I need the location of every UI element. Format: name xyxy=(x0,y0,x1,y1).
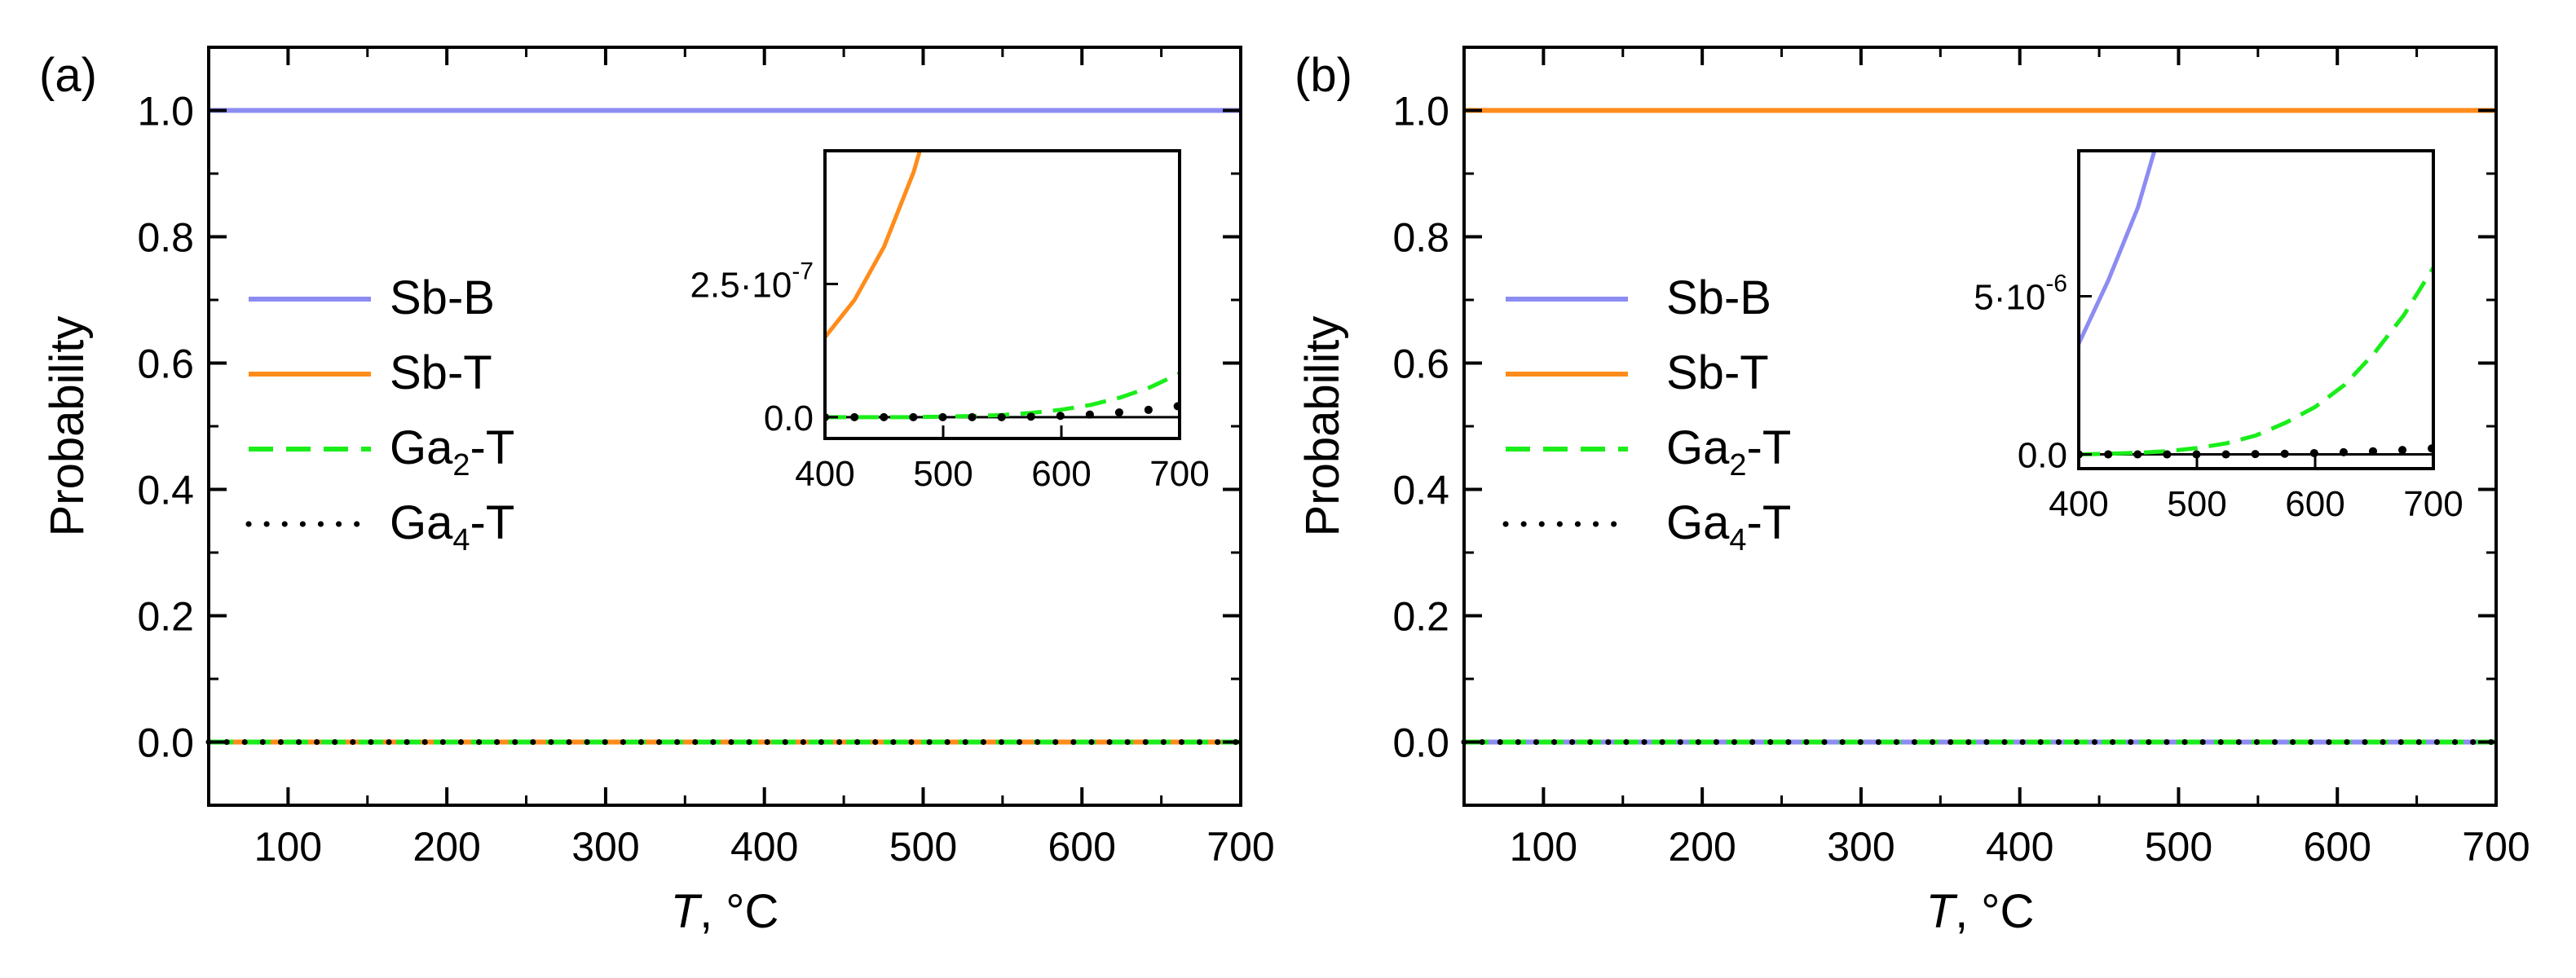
x-tick-label: 200 xyxy=(1668,824,1736,870)
y-tick-label: 0.6 xyxy=(1392,341,1449,387)
inset-y-tick-label: 0.0 xyxy=(764,399,814,438)
inset: 400 500 600 700 0.0 5·10-6 xyxy=(1974,149,2464,524)
panel-label: (b) xyxy=(1295,49,1352,102)
inset-y-tick-label: 5·10-6 xyxy=(1974,271,2067,318)
inset-series-ga2-t xyxy=(2079,267,2433,457)
inset-background xyxy=(2079,151,2433,469)
y-tick-label: 0.2 xyxy=(137,594,194,640)
y-tick-label: 1.0 xyxy=(1392,89,1449,134)
inset: 400 500 600 700 0.0 2.5·10-7 xyxy=(690,149,1210,494)
inset-background xyxy=(825,151,1180,438)
inset-x-tick-label: 600 xyxy=(2285,484,2344,524)
inset-y-tick-label: 0.0 xyxy=(2018,436,2067,476)
inset-x-tick-label: 500 xyxy=(2167,484,2226,524)
legend-label-ga2-t: Ga2-T xyxy=(1666,421,1791,482)
x-axis-title: T, °C xyxy=(1926,885,2035,938)
y-axis-title: Probability xyxy=(1296,316,1349,537)
inset-series-ga4-t xyxy=(2079,444,2433,459)
y-axis-title: Probability xyxy=(41,316,94,537)
legend-label-sb-t: Sb-T xyxy=(390,346,492,399)
inset-series-sb-t xyxy=(825,151,922,339)
y-tick-label: 0.8 xyxy=(1392,215,1449,261)
inset-x-tick-label: 600 xyxy=(1031,454,1091,494)
y-tick-label: 0.6 xyxy=(137,341,194,387)
legend-label-ga4-t: Ga4-T xyxy=(1666,496,1791,557)
x-tick-label: 200 xyxy=(412,824,480,870)
legend-label-sb-b: Sb-B xyxy=(1666,271,1771,324)
y-tick-label: 0.2 xyxy=(1392,594,1449,640)
y-tick-label: 0.4 xyxy=(1392,468,1449,513)
x-tick-label: 400 xyxy=(1986,824,2053,870)
legend-label-sb-t: Sb-T xyxy=(1666,346,1769,399)
x-tick-label: 600 xyxy=(2304,824,2371,870)
panel-a: 100 200 300 400 500 600 700 0.0 0.2 0.4 0.6 0.8 1.0 T… xyxy=(39,46,1275,938)
x-tick-label: 100 xyxy=(254,824,322,870)
y-tick-label: 1.0 xyxy=(137,89,194,134)
legend-label-ga4-t: Ga4-T xyxy=(390,496,514,557)
x-tick-label: 100 xyxy=(1510,824,1577,870)
x-tick-label: 500 xyxy=(2145,824,2212,870)
x-tick-label: 300 xyxy=(1827,824,1895,870)
inset-x-tick-label: 700 xyxy=(1149,454,1209,494)
inset-x-tick-label: 500 xyxy=(913,454,973,494)
inset-frame xyxy=(2077,149,2435,470)
panel-label: (a) xyxy=(39,49,97,102)
x-tick-label: 700 xyxy=(1206,824,1274,870)
inset-y-tick-label: 2.5·10-7 xyxy=(690,258,814,305)
x-tick-label: 300 xyxy=(571,824,639,870)
x-tick-label: 500 xyxy=(889,824,957,870)
x-axis-title: T, °C xyxy=(671,885,779,938)
inset-x-tick-label: 400 xyxy=(2049,484,2108,524)
y-tick-label: 0.8 xyxy=(137,215,194,261)
x-tick-label: 600 xyxy=(1048,824,1116,870)
y-tick-label: 0.0 xyxy=(137,720,194,766)
legend-label-sb-b: Sb-B xyxy=(390,271,495,324)
y-tick-label: 0.4 xyxy=(137,468,194,513)
panel-b: 100 200 300 400 500 600 700 0.0 0.2 0.4 0.6 0.8 1.0 T… xyxy=(1295,46,2530,938)
inset-frame xyxy=(823,149,1181,440)
legend-label-ga2-t: Ga2-T xyxy=(390,421,514,482)
y-tick-label: 0.0 xyxy=(1392,720,1449,766)
inset-x-tick-label: 700 xyxy=(2403,484,2463,524)
inset-series-ga4-t xyxy=(825,402,1180,421)
x-tick-label: 400 xyxy=(730,824,798,870)
inset-series-sb-b xyxy=(2079,151,2157,345)
x-tick-label: 700 xyxy=(2462,824,2530,870)
inset-x-tick-label: 400 xyxy=(795,454,854,494)
